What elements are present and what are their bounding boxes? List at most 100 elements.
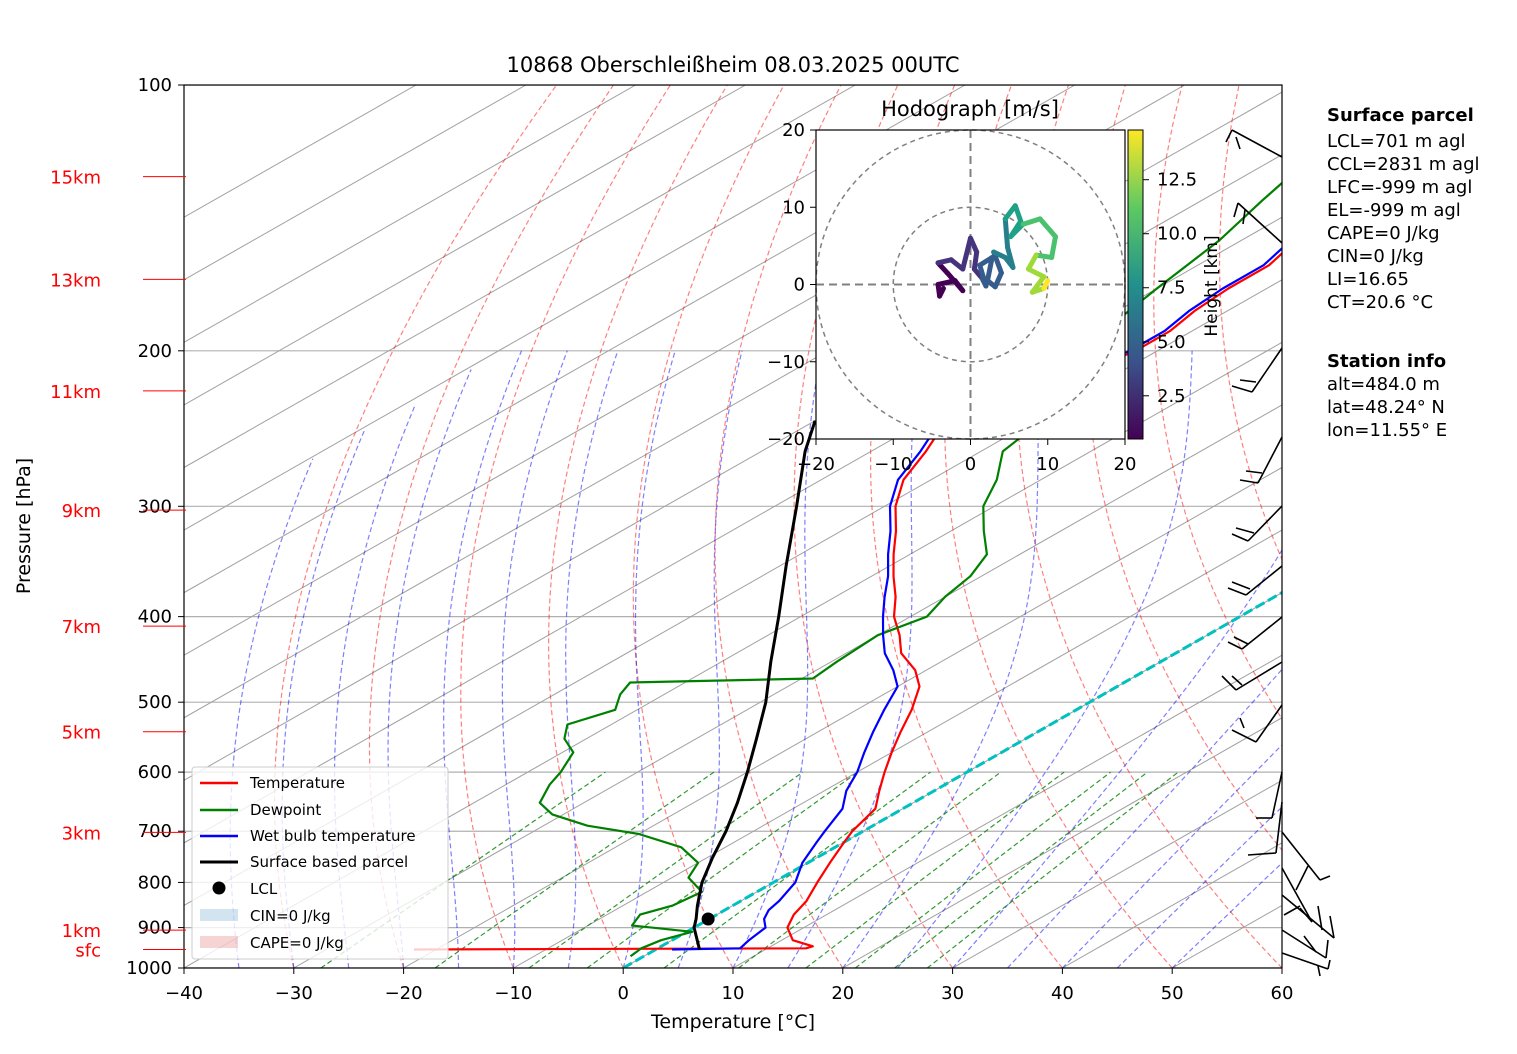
legend-label-parcel: Surface based parcel xyxy=(250,853,408,871)
wind-barb-flag xyxy=(1317,905,1323,931)
hodograph-title: Hodograph [m/s] xyxy=(881,97,1059,121)
hodograph-y-tick-label: 0 xyxy=(794,275,805,296)
wind-barb-flag xyxy=(1317,965,1321,977)
x-tick-label: −10 xyxy=(494,983,532,1004)
dry-adiabat-line xyxy=(1015,85,1282,968)
y-tick-label: 400 xyxy=(138,607,172,628)
height-marker-label: 15km xyxy=(50,168,101,189)
height-marker-label: 7km xyxy=(62,617,101,638)
moist-adiabat-line xyxy=(1061,744,1282,968)
hodograph-segment xyxy=(1041,278,1051,291)
hodograph-segment xyxy=(960,235,973,272)
legend-patch-cape xyxy=(200,936,238,948)
station-info-line: lon=11.55° E xyxy=(1327,420,1447,441)
hodograph-segment xyxy=(984,254,995,284)
wind-barb-flag xyxy=(1225,129,1233,143)
wind-barb-flag xyxy=(1231,581,1251,590)
wind-barb-flag xyxy=(1247,852,1277,856)
temperature-line xyxy=(413,251,1282,951)
wind-barb-flag xyxy=(1231,729,1257,743)
zero-isotherm-line xyxy=(622,590,1282,968)
isotherm-line xyxy=(184,85,856,469)
station-info-line: lat=48.24° N xyxy=(1327,397,1445,418)
x-tick-label: 20 xyxy=(831,983,854,1004)
wind-barb-flag xyxy=(1319,875,1331,881)
hodograph-segment xyxy=(1002,216,1011,250)
height-marker-label: 1km xyxy=(62,921,101,942)
wind-barb-flag xyxy=(1303,935,1317,953)
isotherm-line xyxy=(513,529,1282,968)
x-tick-label: −40 xyxy=(165,983,203,1004)
isotherm-line xyxy=(184,85,636,343)
x-tick-label: 30 xyxy=(941,983,964,1004)
moist-adiabat-line xyxy=(565,350,619,968)
hodograph-segment xyxy=(1049,234,1058,260)
legend-label-wet-bulb: Wet bulb temperature xyxy=(250,827,416,845)
hodograph-segment xyxy=(977,262,989,289)
wind-barb-flag xyxy=(1227,641,1243,650)
colorbar-tick-label: 10.0 xyxy=(1157,224,1197,245)
mixing-ratio-line xyxy=(320,771,606,968)
x-tick-label: 0 xyxy=(617,983,628,1004)
legend-patch-cin xyxy=(200,909,238,921)
surface-parcel-line: LCL=701 m agl xyxy=(1327,131,1466,152)
hodograph-frame xyxy=(815,129,1126,440)
wind-barb-flag xyxy=(1327,959,1331,970)
moist-adiabat-line xyxy=(501,350,568,968)
hodograph-segment xyxy=(991,249,1004,276)
isotherm-line xyxy=(293,404,1282,968)
hodograph-segment xyxy=(1012,203,1024,224)
wind-barb-staff xyxy=(1255,704,1283,743)
wind-barb-flag xyxy=(1325,939,1329,959)
dry-adiabat-line xyxy=(1085,85,1282,852)
wind-barb-flag xyxy=(1233,202,1239,218)
isotherm-line xyxy=(184,85,527,281)
wind-barb-staff xyxy=(1257,436,1283,484)
mixing-ratio-line xyxy=(434,771,715,968)
x-tick-label: −20 xyxy=(385,983,423,1004)
legend-marker-lcl xyxy=(212,881,226,895)
mixing-ratio-line xyxy=(586,771,859,968)
wind-barb-staff xyxy=(1247,505,1283,542)
dry-adiabat-line xyxy=(547,85,728,968)
mixing-ratio-line xyxy=(805,771,1065,968)
colorbar-ticks: 2.5 5.0 7.5 10.0 12.5 xyxy=(1143,170,1197,407)
hodograph: Hodograph [m/s] −20 −10 0 10 20 −20 −10 0 10 20 2… xyxy=(767,97,1222,475)
hodograph-x-tick-label: −10 xyxy=(874,454,912,475)
wind-barb-staff xyxy=(1251,347,1283,393)
hodograph-segment xyxy=(1037,216,1058,240)
moist-adiabat-line xyxy=(897,350,1193,968)
colorbar-tick-label: 5.0 xyxy=(1157,332,1186,353)
wind-barb-staff xyxy=(1235,661,1283,691)
legend-label-lcl: LCL xyxy=(250,880,278,898)
x-axis-label: Temperature [°C] xyxy=(650,1011,815,1033)
wind-barb-flag xyxy=(1231,533,1249,542)
colorbar-tick-label: 2.5 xyxy=(1157,386,1186,407)
dry-adiabat-line xyxy=(1153,85,1282,721)
wind-barb-flag xyxy=(1245,470,1263,474)
dry-adiabat-line xyxy=(1218,85,1282,561)
dry-adiabat-line xyxy=(460,85,671,968)
dry-adiabat-line xyxy=(943,85,1173,968)
wind-barb-flag xyxy=(1231,385,1253,393)
x-tick-label: 50 xyxy=(1161,983,1184,1004)
isotherm-line xyxy=(184,85,746,406)
wind-barb-staff xyxy=(1281,952,1329,970)
dry-adiabat-line xyxy=(793,85,954,968)
chart-title: 10868 Oberschleißheim 08.03.2025 00UTC xyxy=(507,53,960,77)
surface-parcel-line: EL=-999 m agl xyxy=(1327,200,1461,221)
hodograph-x-tick-label: 0 xyxy=(965,454,976,475)
moist-adiabat-line xyxy=(732,350,823,968)
colorbar-label: Height [km] xyxy=(1202,235,1222,336)
height-marker-label: 11km xyxy=(50,382,101,403)
hodograph-segment xyxy=(971,249,980,272)
y-tick-label: 300 xyxy=(138,496,172,517)
surface-parcel-line: CCL=2831 m agl xyxy=(1327,154,1480,175)
hodograph-x-tick-label: −20 xyxy=(797,454,835,475)
wind-barb-flag xyxy=(1295,865,1309,891)
legend-label-dewpoint: Dewpoint xyxy=(250,801,321,819)
colorbar-tick-label: 12.5 xyxy=(1157,170,1197,191)
parcel-line xyxy=(692,420,817,950)
wind-barb-staff xyxy=(1281,894,1335,939)
